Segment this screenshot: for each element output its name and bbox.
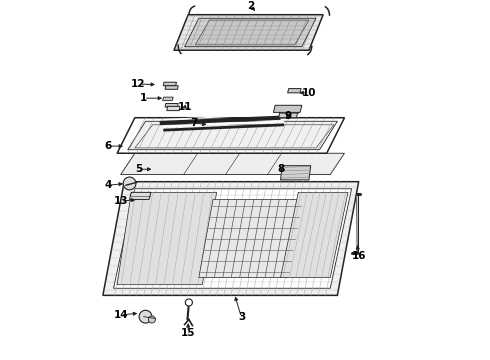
Circle shape — [123, 177, 136, 190]
Polygon shape — [163, 82, 176, 86]
Text: 5: 5 — [135, 164, 142, 174]
Polygon shape — [195, 20, 309, 45]
Polygon shape — [128, 121, 338, 150]
Polygon shape — [117, 192, 217, 285]
Circle shape — [148, 316, 155, 323]
Polygon shape — [121, 153, 344, 175]
Polygon shape — [129, 192, 151, 199]
Circle shape — [139, 310, 152, 323]
Polygon shape — [273, 105, 302, 112]
Polygon shape — [185, 18, 316, 47]
Circle shape — [185, 299, 193, 306]
Text: 7: 7 — [190, 118, 197, 128]
Text: 15: 15 — [181, 328, 196, 338]
Polygon shape — [288, 89, 301, 93]
Polygon shape — [103, 182, 359, 295]
Polygon shape — [163, 97, 173, 101]
Polygon shape — [199, 199, 302, 278]
Text: 4: 4 — [104, 180, 112, 190]
Text: 2: 2 — [246, 1, 254, 11]
Polygon shape — [117, 118, 344, 153]
Polygon shape — [281, 192, 348, 278]
Polygon shape — [165, 86, 178, 89]
Polygon shape — [167, 106, 180, 111]
Text: 9: 9 — [284, 111, 291, 121]
Text: 3: 3 — [238, 312, 245, 323]
Text: 14: 14 — [113, 310, 128, 320]
Polygon shape — [279, 109, 298, 118]
Text: 6: 6 — [104, 141, 112, 151]
Polygon shape — [281, 166, 311, 180]
Text: 8: 8 — [277, 164, 284, 174]
Text: 12: 12 — [131, 79, 146, 89]
Text: 16: 16 — [351, 251, 366, 261]
Polygon shape — [174, 15, 323, 50]
Text: 11: 11 — [177, 102, 192, 112]
Polygon shape — [165, 104, 178, 107]
Text: 10: 10 — [302, 88, 316, 98]
Text: 13: 13 — [113, 196, 128, 206]
Text: 1: 1 — [140, 93, 147, 103]
Polygon shape — [114, 189, 352, 288]
